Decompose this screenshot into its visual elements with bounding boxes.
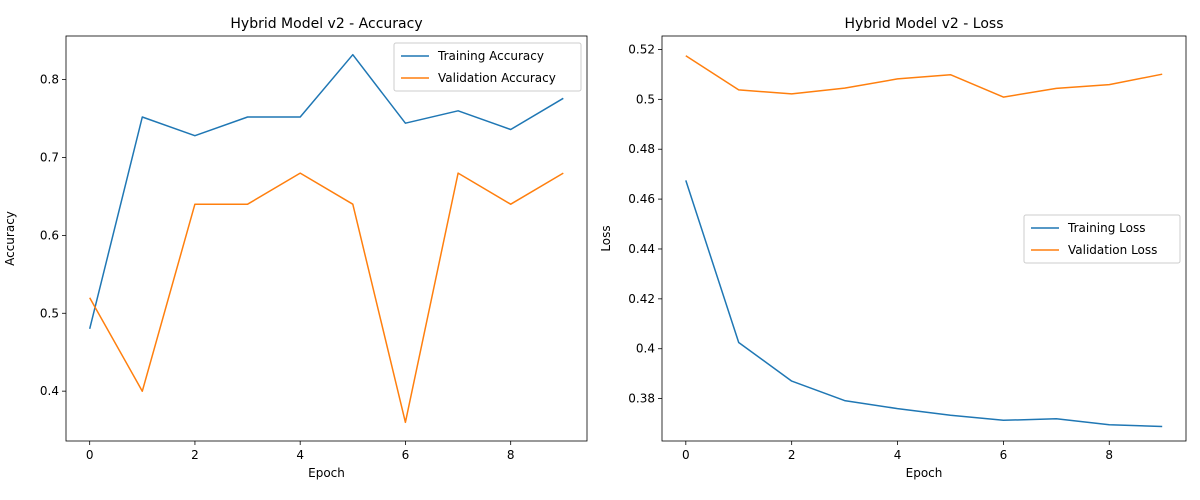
x-axis-label: Epoch [906,466,943,480]
series-line-training-accuracy [88,53,564,329]
x-tick-label: 0 [682,448,690,462]
x-tick-label: 6 [1000,448,1008,462]
legend-entry: Training Loss [1067,221,1145,235]
series-line-validation-accuracy [89,172,564,424]
y-tick-label: 0.52 [628,42,655,56]
x-tick-label: 6 [402,448,410,462]
y-tick-label: 0.44 [628,242,655,256]
y-axis-label: Loss [599,225,613,251]
y-tick-label: 0.4 [40,384,59,398]
axes-frame [65,35,588,442]
y-tick-label: 0.7 [40,151,59,165]
x-tick-label: 4 [894,448,902,462]
y-tick-label: 0.42 [628,292,655,306]
y-tick-label: 0.38 [628,392,655,406]
x-tick-label: 2 [788,448,796,462]
y-tick-label: 0.6 [40,228,59,242]
y-tick-label: 0.5 [636,92,655,106]
x-tick-label: 8 [1105,448,1113,462]
y-tick-label: 0.8 [40,73,59,87]
accuracy-chart: Hybrid Model v2 - Accuracy 0 2 4 6 8 0.4 0.5 0.6… [3,16,588,480]
y-tick-label: 0.5 [40,306,59,320]
x-tick-label: 2 [191,448,199,462]
x-tick-label: 0 [86,448,94,462]
chart-title: Hybrid Model v2 - Accuracy [230,16,422,32]
axes-frame [661,35,1187,442]
x-tick-label: 8 [507,448,515,462]
y-tick-label: 0.48 [628,142,655,156]
legend-box [1023,214,1181,264]
y-tick-label: 0.4 [636,342,655,356]
legend: Training Loss Validation Loss [1023,214,1181,264]
x-axis-label: Epoch [308,466,345,480]
legend-entry: Validation Loss [1068,243,1157,257]
y-tick-label: 0.46 [628,192,655,206]
x-tick-label: 4 [296,448,304,462]
legend-box [393,42,582,92]
series-line-training-loss [685,180,1163,428]
legend-entry: Validation Accuracy [438,71,556,85]
loss-chart: Hybrid Model v2 - Loss 0 2 4 6 8 0.38 0.4 0.42 0.… [599,16,1187,480]
series-line-validation-loss [685,55,1163,98]
legend-entry: Training Accuracy [437,49,544,63]
y-axis-label: Accuracy [3,211,17,266]
chart-title: Hybrid Model v2 - Loss [844,16,1003,32]
legend: Training Accuracy Validation Accuracy [393,42,582,92]
